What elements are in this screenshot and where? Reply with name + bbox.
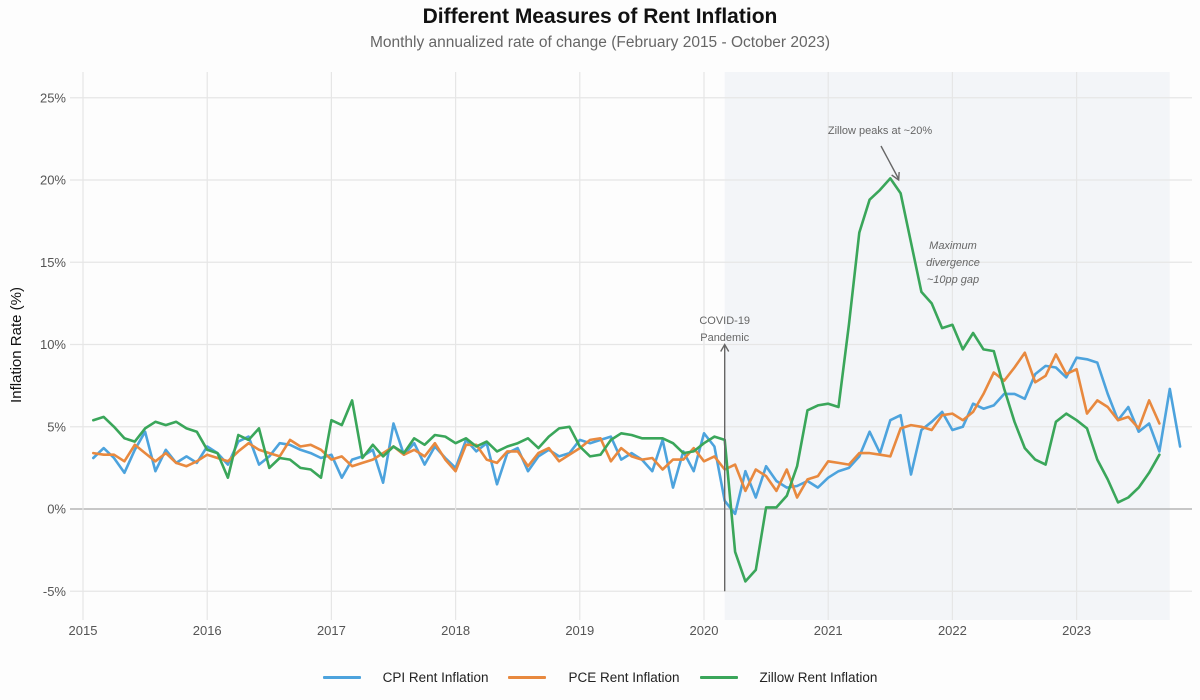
covid-arrowhead-icon [720,343,730,352]
series-line-pce-rent-inflation [92,351,1161,499]
x-tick-label: 2018 [441,623,470,638]
zillow-peak-annotation-text: Zillow peaks at ~20% [828,125,932,137]
x-tick-label: 2017 [317,623,346,638]
y-tick-label: 10% [40,337,66,352]
divergence-annotation-text: ~10pp gap [927,274,979,286]
x-tick-label: 2015 [69,623,98,638]
y-tick-label: 15% [40,255,66,270]
divergence-annotation-text: Maximum [929,240,977,252]
y-tick-label: 20% [40,173,66,188]
y-tick-label: -5% [43,584,67,599]
y-axis-label: Inflation Rate (%) [8,287,25,403]
legend-label: PCE Rent Inflation [568,670,680,685]
legend-label: Zillow Rent Inflation [759,670,878,685]
legend-label: CPI Rent Inflation [382,670,489,685]
shaded-region-pandemic [724,72,1170,620]
y-tick-label: 5% [47,419,66,434]
x-tick-label: 2016 [193,623,222,638]
x-tick-label: 2022 [938,623,967,638]
x-tick-label: 2023 [1062,623,1091,638]
chart-subtitle: Monthly annualized rate of change (Febru… [369,34,831,51]
legend-item-zillow-rent-inflation: Zillow Rent Inflation [699,670,878,685]
covid-annotation-text: COVID-19 [699,315,750,327]
zillow-peak-arrow-line [880,145,900,180]
series-line-cpi-rent-inflation [92,356,1182,516]
x-tick-label: 2019 [565,623,594,638]
y-tick-label: 25% [40,90,66,105]
covid-annotation-text: Pandemic [700,332,749,344]
legend-swatch [699,676,738,679]
zillow-peak-arrowhead-icon [891,171,900,182]
x-tick-label: 2020 [690,623,719,638]
y-tick-label: 0% [47,502,66,517]
x-tick-label: 2021 [814,623,843,638]
legend-item-cpi-rent-inflation: CPI Rent Inflation [322,670,489,685]
divergence-annotation-text: divergence [926,257,980,269]
legend-swatch [322,676,361,679]
chart-title: Different Measures of Rent Inflation [422,5,778,28]
legend-item-pce-rent-inflation: PCE Rent Inflation [508,670,680,685]
series-line-zillow-rent-inflation [92,177,1161,583]
legend: CPI Rent Inflation PCE Rent Inflation Zill… [0,670,1200,685]
legend-swatch [508,676,547,679]
